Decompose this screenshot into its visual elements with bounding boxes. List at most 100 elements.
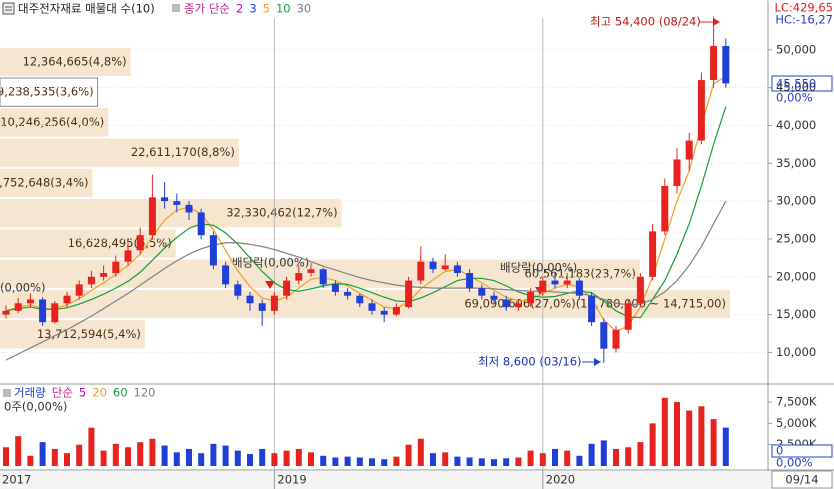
chart-title: 대주전자재료 매물대 수(10) <box>18 2 155 16</box>
moving-average <box>5 75 727 332</box>
volume-bar <box>198 453 205 466</box>
volume-bar <box>15 436 22 466</box>
ex-div-annotation: 배당락(0,00%) <box>500 261 577 275</box>
candle-body <box>75 284 83 296</box>
volume-bar <box>222 445 229 466</box>
candle-body <box>307 269 315 274</box>
candle-body <box>283 280 291 296</box>
candle-body <box>112 261 120 274</box>
y-tick-label: 20,000 <box>776 269 816 283</box>
y-tick-label: 5,000K <box>776 416 817 430</box>
volume-bar <box>210 443 217 466</box>
candle-body <box>331 284 339 292</box>
profile-label: 9,238,535(3,6%) <box>0 85 94 99</box>
candle-body <box>39 299 47 323</box>
profile-bar <box>0 77 99 107</box>
candle-body <box>246 295 254 304</box>
volume-ma-legend: 20 <box>92 386 107 400</box>
volume-bar <box>417 438 424 466</box>
x-tick-label: 2019 <box>277 473 306 487</box>
candle-body <box>258 303 266 311</box>
volume-bar <box>320 455 327 466</box>
volume-info: 0주(0,00%) <box>4 400 67 414</box>
legend-icon <box>3 389 11 397</box>
volume-bar <box>722 427 729 466</box>
legend-icon <box>172 4 180 12</box>
candle-body <box>514 303 522 308</box>
cursor-date-box <box>771 470 833 489</box>
candle-body <box>575 280 583 296</box>
candle-body <box>722 45 730 84</box>
candle-body <box>63 295 71 304</box>
volume-current-box <box>771 444 833 458</box>
volume-bar <box>564 450 571 466</box>
candle-body <box>429 261 437 270</box>
volume-bar <box>332 457 339 466</box>
profile-bar <box>0 138 239 167</box>
volume-bar <box>283 450 290 466</box>
volume-bar <box>64 453 70 466</box>
candle-body <box>185 204 193 213</box>
candle-body <box>710 45 718 81</box>
date-strip <box>0 471 834 489</box>
candle-body <box>2 310 10 315</box>
volume-bar <box>686 410 693 466</box>
candle-body <box>173 201 181 205</box>
y-tick-label: 50,000 <box>776 42 816 56</box>
y-tick-label: 30,000 <box>776 194 816 208</box>
volume-bar <box>173 452 180 466</box>
profile-label: 16,628,495(6,5%) <box>68 236 172 250</box>
y-tick-label: 35,000 <box>776 156 816 170</box>
volume-bar <box>698 406 705 466</box>
volume-bar <box>100 450 107 466</box>
ex-div-annotation: 배당락(0,00%) <box>232 256 309 270</box>
volume-ma-legend: 60 <box>113 386 128 400</box>
candle-body <box>551 280 559 285</box>
candle-body <box>636 276 644 304</box>
high-arrow-head <box>713 18 720 26</box>
volume-bar <box>661 397 668 466</box>
volume-bar <box>625 447 632 466</box>
candle-body <box>453 265 461 274</box>
candle-body <box>624 303 632 330</box>
volume-bar <box>491 459 497 466</box>
volume-bar <box>3 447 9 466</box>
volume-bar <box>478 458 485 466</box>
volume-bar <box>356 457 363 466</box>
volume-bar <box>112 443 119 466</box>
volume-bar <box>503 458 510 466</box>
candle-body <box>612 329 620 349</box>
moving-average <box>5 106 727 319</box>
lc-label: LC:429,65 <box>774 1 833 15</box>
volume-bar <box>527 450 534 466</box>
candle-body <box>673 159 681 186</box>
volume-ma-legend: 5 <box>79 386 86 400</box>
candle-body <box>649 231 657 277</box>
candle-body <box>344 291 352 296</box>
volume-bar <box>588 443 595 466</box>
candle-body <box>478 288 486 296</box>
ma-legend: 10 <box>276 2 291 16</box>
volume-bar <box>576 455 583 466</box>
y-tick-label: 25,000 <box>776 231 816 245</box>
low-arrow-head <box>594 358 601 366</box>
volume-bar <box>552 448 558 466</box>
volume-bar <box>613 448 619 466</box>
volume-bar <box>161 445 168 466</box>
candle-body <box>588 295 596 323</box>
volume-ma-prefix: 단순 <box>52 386 73 400</box>
menu-icon[interactable] <box>2 2 15 15</box>
ma-legend: 5 <box>263 2 270 16</box>
profile-bar <box>0 320 145 349</box>
candle-body <box>527 291 535 304</box>
ma-prefix: 종가 단순 <box>184 2 230 16</box>
x-tick-label: 2020 <box>546 473 575 487</box>
current-price: 45,550 <box>776 77 816 91</box>
profile-bar <box>0 168 93 198</box>
volume-bar <box>88 427 95 466</box>
volume-bar <box>137 442 144 466</box>
volume-bar <box>515 457 522 466</box>
y-tick-label: 40,000 <box>776 118 816 132</box>
y-tick-label: 7,500K <box>776 395 817 409</box>
